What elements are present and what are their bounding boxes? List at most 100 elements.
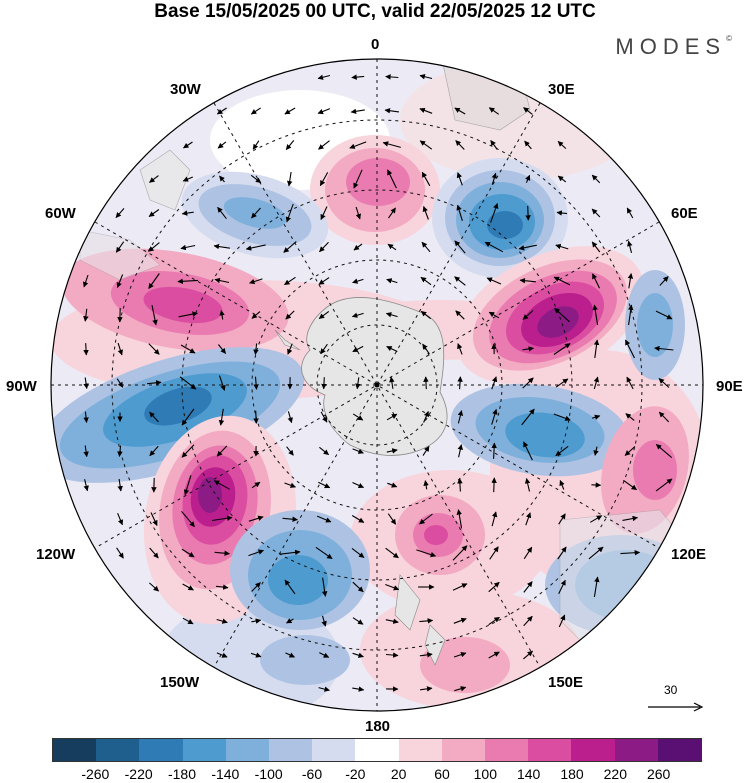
wind-vector-icon [452,545,468,561]
wind-vector-icon [423,480,429,490]
wind-vector-icon [491,408,498,425]
wind-vector-icon [148,242,160,252]
wind-vector-icon [180,244,196,251]
wind-vector-icon [522,310,534,320]
wind-vector-icon [217,344,227,354]
graticule [51,59,703,711]
colorbar-swatch [312,739,356,761]
colorbar-ticks: -260 -220 -180 -140 -100 -60 -20 20 60 100 140 180 2… [0,766,750,783]
wind-vector-icon [177,278,199,285]
wind-vector-icon [219,175,225,183]
wind-vector-icon [213,480,230,490]
colorbar-tick-label: -20 [345,766,366,782]
wind-vector-icon [525,512,532,526]
wind-vector-icon [217,141,227,149]
wind-vector-icon [556,210,568,216]
wind-vector-icon [285,203,294,223]
wind-vector-icon [454,276,466,286]
wind-vector-icon [253,376,259,390]
wind-vector-icon [593,576,600,598]
wind-vector-icon [218,408,225,426]
wind-vector-icon [318,481,331,489]
colorbar-tick-label: 180 [560,766,584,782]
wind-vector-icon [627,304,634,326]
wind-vector-icon [522,377,534,389]
wind-vector-icon [454,107,466,115]
wind-vector-icon [455,310,465,320]
wind-vector-icon [180,344,196,354]
wind-vector-icon [83,308,89,322]
wind-vector-icon [490,202,499,223]
wind-vector-icon [352,652,364,658]
wind-vector-icon [386,448,398,454]
wind-vector-icon [179,376,197,390]
wind-vector-icon [452,583,468,591]
wind-vector-icon [557,140,567,150]
wind-vector-icon [117,445,123,457]
wind-vector-icon [319,652,330,658]
wind-vector-icon [352,481,365,489]
wind-vector-icon [250,107,262,115]
wind-vector-icon [419,107,433,114]
wind-vector-icon [149,582,160,592]
wind-vector-icon [183,141,193,149]
wind-vector-icon [419,513,433,525]
anomaly-field [51,59,703,711]
wind-vector-icon [117,512,124,526]
wind-vector-icon [558,513,566,525]
wind-vector-icon [83,343,89,356]
wind-vector-icon [420,310,432,320]
wind-vector-icon [654,345,674,352]
wind-vector-icon [178,311,198,318]
modes-logo: MODES© [615,34,732,60]
colorbar-tick-label: 140 [516,766,541,782]
colorbar-swatch [441,739,486,761]
wind-vector-icon [352,278,364,284]
wind-vector-icon [558,579,566,595]
wind-vector-icon [456,204,463,221]
wind-vector-icon [216,652,228,658]
wind-vector-icon [151,304,158,326]
wind-vector-icon [591,241,601,253]
wind-vector-icon [491,172,497,185]
wind-vector-icon [384,108,399,114]
wind-vector-icon [423,376,429,390]
wind-vector-icon [385,618,399,624]
wind-vector-icon [655,478,673,492]
wind-vector-icon [523,581,533,593]
wind-vector-icon [457,477,463,492]
wind-vector-icon [387,513,397,525]
wind-vector-icon [285,310,295,320]
wind-vector-icon [285,652,295,658]
wind-vector-icon [592,304,599,326]
wind-vector-icon [627,273,634,289]
colorbar-tick-label: 100 [473,766,498,782]
wind-vector-icon [524,140,532,150]
south-pole-marker-icon [374,382,380,388]
wind-vector-icon [382,141,401,148]
wind-vector-icon [83,479,89,492]
wind-vector-icon [352,413,364,421]
wind-vector-icon [216,618,228,624]
brand-text: MODES [615,34,727,59]
wind-vector-icon [453,651,467,658]
wind-vector-icon [150,512,158,526]
wind-vector-icon [245,244,266,251]
lon-label-150e: 150E [548,674,584,691]
wind-vector-icon [491,376,498,390]
wind-vector-icon [521,408,535,426]
wind-vector-icon [317,74,331,80]
wind-vector-icon [214,550,230,556]
wind-vector-icon [593,339,600,359]
lon-label-90e: 90E [716,378,743,395]
wind-vector-icon [315,546,333,560]
wind-vector-icon [320,411,328,423]
wind-vector-icon [219,309,225,320]
map-title: Base 15/05/2025 00 UTC, valid 22/05/2025… [154,1,596,22]
wind-vector-icon [181,408,195,426]
wind-vector-icon [353,169,363,189]
wind-vector-icon [655,310,673,320]
wind-vector-icon [525,205,531,221]
wind-vector-icon [421,241,431,253]
wind-vector-icon [421,171,431,187]
